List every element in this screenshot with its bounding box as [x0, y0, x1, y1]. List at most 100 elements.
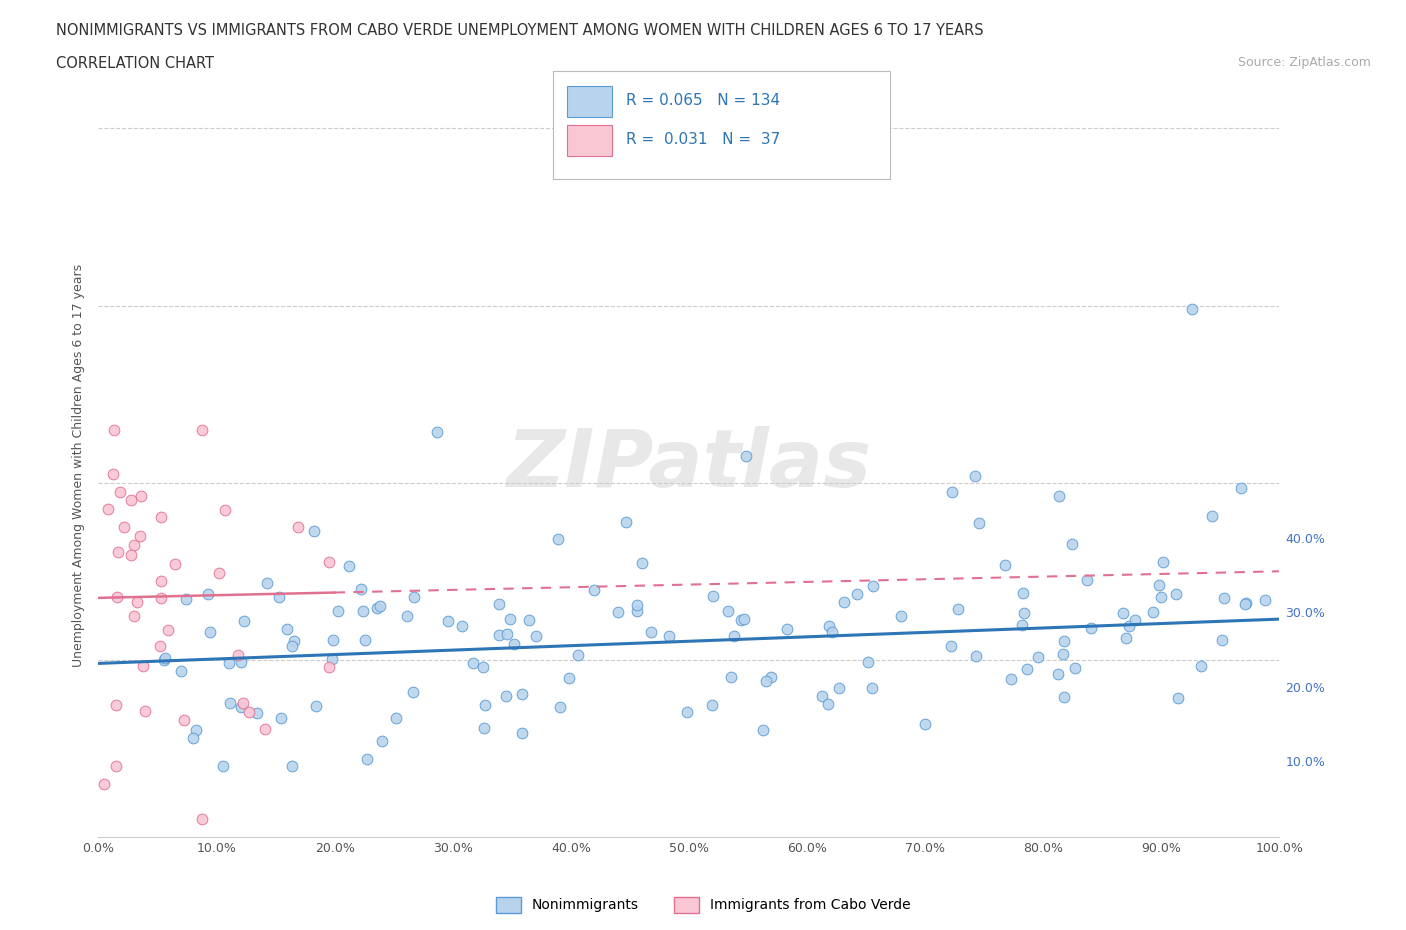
Point — [219, 696, 242, 711]
Point — [174, 591, 197, 606]
Point — [152, 653, 174, 668]
Point — [125, 594, 148, 609]
Point — [191, 812, 214, 827]
Point — [270, 711, 292, 725]
Point — [1047, 489, 1070, 504]
Point — [149, 574, 172, 589]
Point — [134, 703, 156, 718]
Point — [156, 623, 179, 638]
Point — [676, 705, 699, 720]
Point — [337, 559, 360, 574]
Text: R = 0.065   N = 134: R = 0.065 N = 134 — [626, 93, 780, 108]
Point — [232, 696, 254, 711]
Point — [214, 503, 236, 518]
Point — [547, 531, 569, 546]
Point — [169, 664, 191, 679]
Point — [93, 777, 115, 791]
Point — [1076, 572, 1098, 587]
Point — [614, 514, 637, 529]
Point — [1164, 587, 1187, 602]
Point — [254, 722, 277, 737]
Point — [218, 656, 240, 671]
Point — [1000, 671, 1022, 686]
Point — [370, 733, 392, 748]
Point — [1234, 596, 1257, 611]
Text: 10.0%: 10.0% — [1285, 756, 1326, 769]
Point — [1189, 658, 1212, 673]
Point — [384, 711, 406, 726]
Point — [149, 638, 172, 653]
Point — [281, 759, 304, 774]
Point — [658, 629, 681, 644]
Point — [811, 689, 834, 704]
Point — [197, 586, 219, 601]
Point — [226, 647, 249, 662]
Point — [198, 625, 221, 640]
Point — [488, 596, 510, 611]
Point — [860, 680, 883, 695]
Point — [821, 625, 844, 640]
Text: 40.0%: 40.0% — [1285, 533, 1326, 546]
Point — [862, 578, 884, 593]
Point — [163, 557, 186, 572]
Legend: Nonimmigrants, Immigrants from Cabo Verde: Nonimmigrants, Immigrants from Cabo Verd… — [491, 891, 915, 919]
Point — [512, 686, 534, 701]
Point — [229, 655, 252, 670]
Text: 20.0%: 20.0% — [1285, 682, 1326, 695]
Point — [276, 621, 298, 636]
Point — [832, 595, 855, 610]
Point — [1112, 605, 1135, 620]
Point — [941, 485, 963, 499]
Point — [488, 628, 510, 643]
Point — [1201, 509, 1223, 524]
Point — [730, 612, 752, 627]
FancyBboxPatch shape — [553, 71, 890, 179]
Point — [366, 601, 388, 616]
Text: CORRELATION CHART: CORRELATION CHART — [56, 56, 214, 71]
Point — [828, 681, 851, 696]
Point — [1234, 596, 1257, 611]
Point — [939, 639, 962, 654]
Point — [1052, 646, 1074, 661]
Point — [150, 591, 173, 605]
Text: 30.0%: 30.0% — [1285, 607, 1326, 620]
Point — [626, 597, 648, 612]
Point — [350, 581, 373, 596]
Point — [720, 670, 742, 684]
Point — [129, 488, 152, 503]
Point — [321, 651, 343, 666]
Point — [97, 502, 120, 517]
Point — [1181, 301, 1204, 316]
Point — [322, 632, 344, 647]
Point — [1213, 591, 1236, 605]
Point — [318, 555, 340, 570]
Point — [1012, 605, 1035, 620]
Point — [582, 583, 605, 598]
Point — [1123, 613, 1146, 628]
Point — [965, 469, 987, 484]
Point — [352, 604, 374, 618]
Point — [1147, 578, 1170, 592]
Point — [735, 448, 758, 463]
Point — [1011, 586, 1033, 601]
Point — [302, 524, 325, 538]
Point — [112, 520, 135, 535]
Point — [246, 705, 269, 720]
Point — [1254, 593, 1277, 608]
Point — [211, 759, 233, 774]
Point — [238, 704, 260, 719]
Point — [965, 648, 987, 663]
Point — [817, 697, 839, 711]
Point — [557, 671, 579, 685]
Point — [232, 614, 254, 629]
Point — [700, 698, 723, 712]
Point — [104, 698, 127, 712]
Point — [451, 619, 474, 634]
Point — [287, 520, 309, 535]
Point — [751, 723, 773, 737]
Point — [1211, 632, 1233, 647]
Text: Source: ZipAtlas.com: Source: ZipAtlas.com — [1237, 56, 1371, 69]
Point — [105, 590, 128, 604]
Point — [890, 609, 912, 624]
Point — [1142, 604, 1164, 619]
